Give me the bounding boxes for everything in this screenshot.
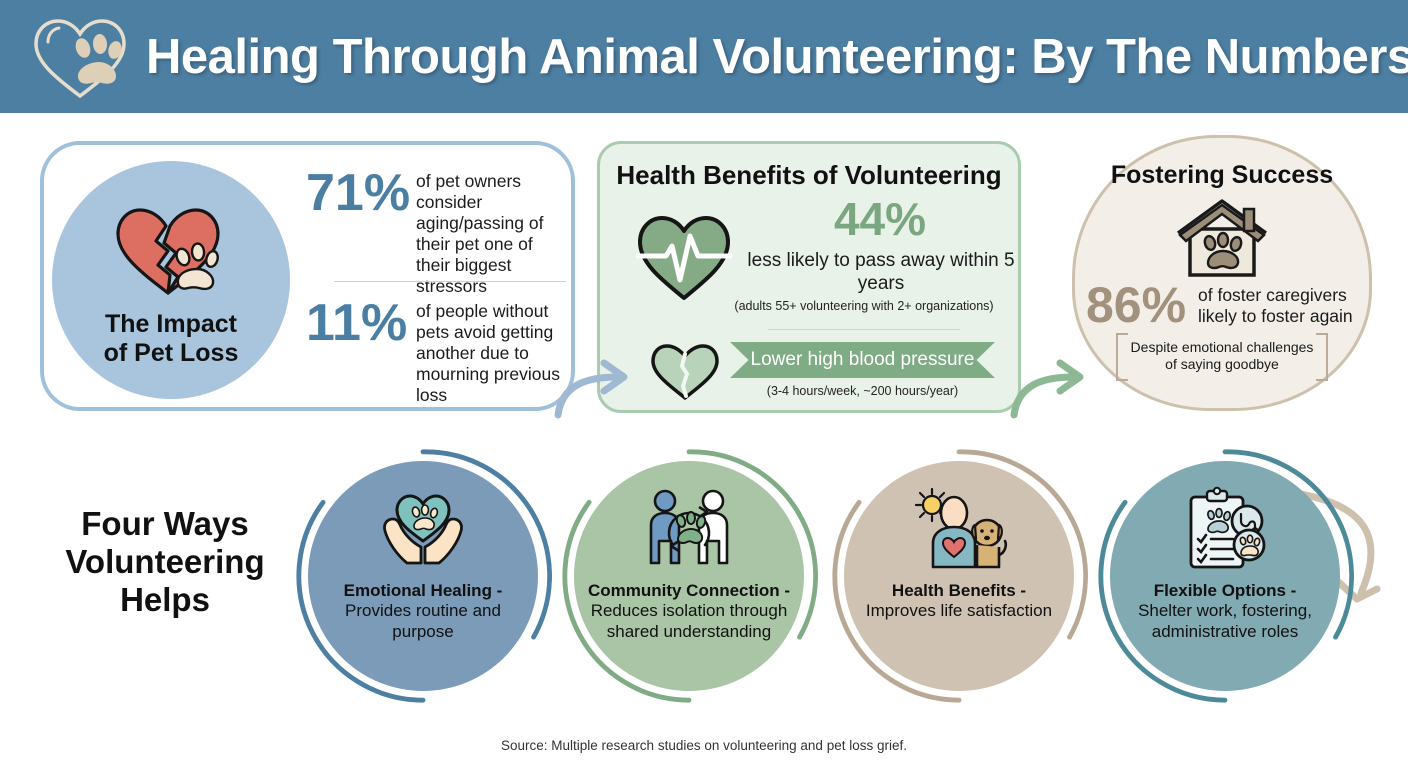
foster-panel-title: Fostering Success <box>1110 161 1334 189</box>
foster-note-text: Despite emotional challenges of saying g… <box>1130 339 1314 372</box>
two-people-paw-icon <box>649 489 729 565</box>
way-desc-emotional-healing: Provides routine and purpose <box>345 601 501 641</box>
way-card-health-benefits[interactable]: Health Benefits - Improves life satisfac… <box>826 443 1092 709</box>
blood-pressure-ribbon-label: Lower high blood pressure <box>750 349 975 370</box>
four-ways-label-line2: Volunteering <box>65 542 265 580</box>
stat-row-71: 71% of pet owners consider aging/passing… <box>306 167 568 297</box>
stat-value-11: 11% <box>306 294 408 352</box>
impact-divider <box>334 281 566 282</box>
four-ways-label-line1: Four Ways <box>81 505 249 542</box>
arrow-foster-to-flexible <box>1291 489 1381 603</box>
health-big-stat-sub: less likely to pass away within 5 years <box>747 250 1015 295</box>
clipboard-checklist-paw-icon <box>1189 486 1266 569</box>
way-title-community-connection: Community Connection - <box>587 581 791 600</box>
hands-holding-heart-paw-icon <box>383 494 463 565</box>
way-ring-flexible-options <box>1098 449 1354 703</box>
impact-circle: The Impact of Pet Loss <box>52 161 290 399</box>
stat-row-11: 11% of people without pets avoid getting… <box>306 297 568 406</box>
way-card-community-connection[interactable]: Community Connection - Reduces isolation… <box>556 443 822 709</box>
way-title-emotional-healing: Emotional Healing - <box>343 581 503 600</box>
page-title: Healing Through Animal Volunteering: By … <box>146 29 1408 84</box>
way-ring-community-connection <box>562 449 818 703</box>
panel-fostering-success: Fostering Success 86% of foster caregive… <box>1072 135 1372 411</box>
four-ways-section: Four Ways Volunteering Helps Emotional H… <box>0 433 1408 733</box>
way-card-emotional-healing[interactable]: Emotional Healing - Provides routine and… <box>290 443 556 709</box>
stat-text-71: of pet owners consider aging/passing of … <box>416 171 544 296</box>
four-ways-section-label: Four Ways Volunteering Helps <box>34 505 296 619</box>
way-label-health-benefits: Health Benefits - Improves life satisfac… <box>854 581 1064 622</box>
stat-text-11: of people without pets avoid getting ano… <box>416 301 560 405</box>
page-header: Healing Through Animal Volunteering: By … <box>0 0 1408 113</box>
impact-circle-label: The Impact of Pet Loss <box>104 310 239 368</box>
way-card-flexible-options[interactable]: Flexible Options - Shelter work, fosteri… <box>1092 443 1358 709</box>
foster-big-stat-text: of foster caregivers likely to foster ag… <box>1198 285 1353 326</box>
foster-big-stat: 86% <box>1086 277 1187 333</box>
health-panel-title: Health Benefits of Volunteering <box>616 160 1002 190</box>
person-dog-sun-icon <box>914 487 1008 569</box>
way-label-flexible-options: Flexible Options - Shelter work, fosteri… <box>1120 581 1330 642</box>
broken-heart-paw-icon <box>116 208 220 295</box>
way-circle-emotional-healing: Emotional Healing - Provides routine and… <box>308 461 538 691</box>
bracket-right <box>1316 333 1328 381</box>
way-circle-health-benefits: Health Benefits - Improves life satisfac… <box>844 461 1074 691</box>
source-footer: Source: Multiple research studies on vol… <box>501 738 907 753</box>
way-desc-flexible-options: Shelter work, fostering, administrative … <box>1138 601 1312 641</box>
way-title-flexible-options: Flexible Options - <box>1153 581 1297 600</box>
way-label-community-connection: Community Connection - Reduces isolation… <box>584 581 794 642</box>
stats-panels-row: The Impact of Pet Loss 71% of pet owners… <box>0 113 1408 603</box>
panel-impact-of-pet-loss: The Impact of Pet Loss 71% of pet owners… <box>40 141 575 411</box>
arrow-impact-to-health <box>554 359 628 419</box>
way-ring-health-benefits <box>832 449 1088 703</box>
panel-health-benefits: Health Benefits of Volunteering 44% less… <box>597 141 1021 413</box>
heart-pulse-icon <box>635 216 733 300</box>
way-label-emotional-healing: Emotional Healing - Provides routine and… <box>318 581 528 642</box>
way-circle-flexible-options: Flexible Options - Shelter work, fosteri… <box>1110 461 1340 691</box>
blood-pressure-note: (3-4 hours/week, ~200 hours/year) <box>766 384 959 398</box>
arrow-health-to-foster <box>1010 359 1084 419</box>
foster-bracket-note: Despite emotional challenges of saying g… <box>1116 333 1328 381</box>
health-big-stat-note: (adults 55+ volunteering with 2+ organiz… <box>734 299 994 313</box>
heart-outline-icon <box>651 344 719 400</box>
way-circle-community-connection: Community Connection - Reduces isolation… <box>574 461 804 691</box>
way-desc-health-benefits: Improves life satisfaction <box>865 601 1053 621</box>
heart-paw-logo-icon <box>34 18 126 98</box>
health-big-stat: 44% <box>833 193 927 245</box>
way-title-health-benefits: Health Benefits - <box>891 581 1027 600</box>
way-desc-community-connection: Reduces isolation through shared underst… <box>590 601 788 641</box>
four-ways-label-line3: Helps <box>120 580 210 618</box>
way-ring-emotional-healing <box>296 449 552 703</box>
bracket-left <box>1116 333 1128 381</box>
health-divider <box>768 329 960 330</box>
house-paw-icon <box>1176 199 1268 277</box>
impact-label-line1: The Impact <box>105 309 237 338</box>
blood-pressure-ribbon: Lower high blood pressure <box>730 342 995 378</box>
stat-value-71: 71% <box>306 164 411 222</box>
impact-label-line2: of Pet Loss <box>103 338 239 367</box>
